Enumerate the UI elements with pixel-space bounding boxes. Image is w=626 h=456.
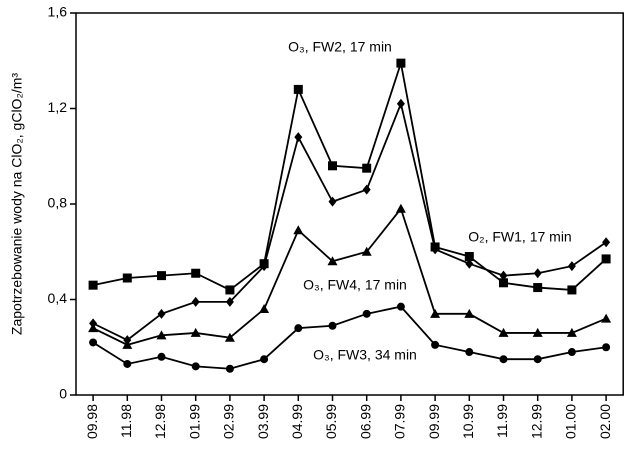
x-tick-label: 09.99	[426, 404, 442, 439]
x-tick-label: 11.99	[494, 404, 510, 438]
marker	[601, 313, 612, 323]
x-tick-label: 04.99	[289, 404, 305, 439]
marker	[431, 340, 440, 349]
x-tick-label: 12.98	[152, 404, 168, 439]
x-tick-label: 07.99	[392, 404, 408, 439]
annotation: O₃, FW2, 17 min	[288, 39, 392, 55]
marker	[533, 355, 542, 364]
marker	[465, 258, 474, 269]
marker	[499, 355, 508, 364]
y-tick-label: 1,6	[48, 4, 68, 20]
marker	[362, 184, 371, 195]
marker	[567, 348, 576, 357]
marker	[327, 256, 338, 266]
x-tick-label: 12.99	[528, 404, 544, 439]
marker	[89, 338, 98, 347]
marker	[499, 270, 508, 281]
marker	[191, 362, 200, 371]
y-tick-label: 0,8	[48, 195, 68, 211]
marker	[293, 84, 303, 94]
marker	[122, 273, 132, 283]
x-tick-label: 05.99	[323, 404, 339, 439]
marker	[499, 278, 508, 288]
marker	[567, 285, 577, 295]
marker	[567, 261, 576, 272]
marker	[260, 261, 269, 272]
x-tick-label: 06.99	[357, 404, 373, 439]
marker	[88, 323, 99, 333]
marker	[533, 283, 543, 293]
y-tick-label: 0	[59, 386, 67, 402]
annotation: O₃, FW3, 34 min	[313, 347, 417, 363]
marker	[293, 225, 304, 235]
series-line	[92, 62, 607, 292]
marker	[122, 339, 133, 349]
annotation: O₂, FW1, 17 min	[468, 229, 571, 245]
y-tick-label: 1,2	[48, 99, 68, 115]
marker	[328, 321, 337, 330]
marker	[566, 327, 577, 337]
marker	[191, 268, 201, 278]
marker	[602, 237, 611, 248]
marker	[361, 246, 372, 256]
series-line	[92, 206, 607, 346]
x-tick-label: 11.98	[118, 404, 134, 438]
x-tick-label: 01.00	[563, 404, 579, 439]
marker	[396, 58, 406, 68]
marker	[191, 296, 200, 307]
series-line	[92, 305, 607, 370]
marker	[396, 302, 405, 311]
x-tick-label: 01.99	[186, 404, 202, 439]
marker	[225, 296, 234, 307]
marker	[294, 132, 303, 143]
x-tick-label: 09.98	[84, 404, 100, 439]
marker	[156, 330, 167, 340]
marker	[395, 203, 406, 213]
x-tick-label: 10.99	[460, 404, 476, 439]
marker	[362, 309, 371, 318]
marker	[225, 285, 235, 295]
marker	[328, 196, 337, 207]
x-tick-label: 03.99	[255, 404, 271, 439]
y-axis-label: Zapotrzebowanie wody na ClO₂, gClO₂/m³	[9, 73, 25, 336]
marker	[362, 163, 372, 173]
marker	[464, 308, 475, 318]
marker	[431, 244, 440, 255]
marker	[498, 327, 509, 337]
marker	[123, 359, 132, 368]
x-tick-label: 02.00	[597, 404, 613, 439]
marker	[157, 352, 166, 361]
marker	[88, 280, 98, 290]
marker	[190, 327, 201, 337]
marker	[430, 308, 441, 318]
marker	[224, 332, 235, 342]
marker	[157, 308, 166, 319]
marker	[260, 355, 269, 364]
y-tick-label: 0,4	[48, 290, 68, 306]
marker	[601, 254, 611, 264]
marker	[328, 161, 337, 171]
series-line	[92, 100, 607, 342]
marker	[533, 268, 542, 279]
annotation: O₃, FW4, 17 min	[303, 277, 407, 293]
marker	[225, 364, 234, 373]
marker	[294, 324, 303, 333]
marker	[532, 327, 543, 337]
x-tick-label: 02.99	[221, 404, 237, 439]
marker	[259, 304, 270, 314]
marker	[157, 271, 166, 281]
marker	[464, 252, 474, 262]
marker	[465, 348, 474, 357]
marker	[602, 343, 611, 352]
marker	[396, 98, 405, 109]
